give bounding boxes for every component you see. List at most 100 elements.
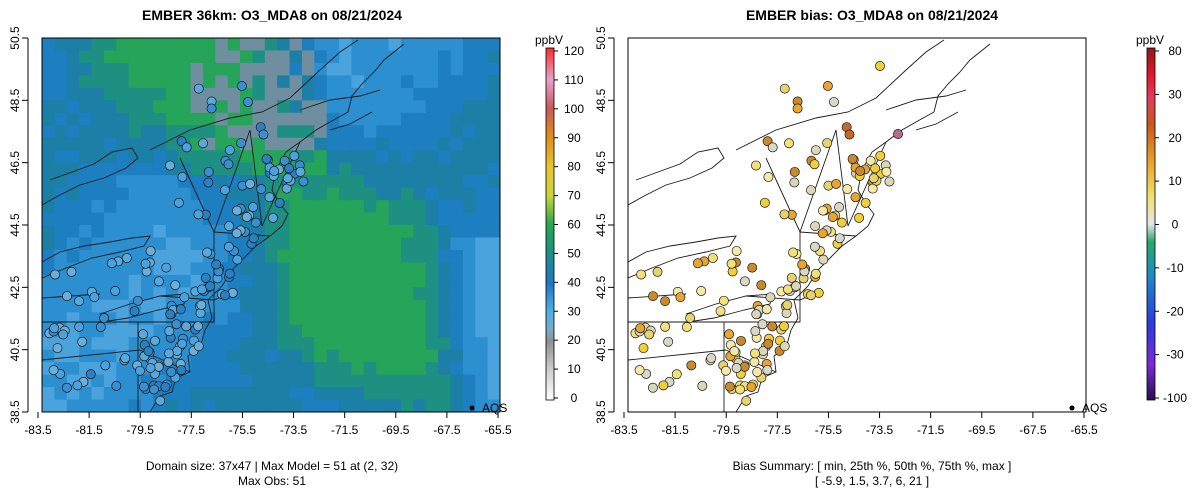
bias-site-marker [675, 292, 686, 303]
heatmap-cell [252, 38, 266, 52]
heatmap-cell [326, 362, 340, 376]
bias-site-marker [721, 365, 731, 376]
heatmap-cell [190, 374, 204, 388]
bias-panel: EMBER bias: O3_MDA8 on 08/21/2024 AQS -8… [594, 7, 1187, 488]
heatmap-cell [475, 349, 489, 363]
bias-site-marker [834, 233, 845, 244]
heatmap-cell [400, 137, 414, 151]
heatmap-cell [438, 287, 452, 301]
heatmap-cell [289, 337, 303, 351]
heatmap-cell [400, 374, 414, 388]
heatmap-cell [400, 262, 414, 276]
heatmap-cell [91, 38, 105, 52]
heatmap-cell [326, 399, 340, 412]
heatmap-cell [462, 38, 476, 52]
heatmap-cell [475, 87, 489, 101]
heatmap-cell [438, 237, 452, 251]
heatmap-cell [289, 87, 303, 101]
heatmap-cell [351, 287, 365, 301]
heatmap-cell [425, 75, 439, 89]
coastline-left [149, 43, 405, 412]
colorbar-tick-label: 0 [1172, 218, 1179, 232]
heatmap-cell [376, 287, 390, 301]
heatmap-cell [141, 200, 155, 214]
heatmap-cell [215, 38, 229, 52]
ozone-colorbar-ticks: 0 10 20 30 40 50 60 70 80 90 100 110 120 [554, 44, 584, 405]
heatmap-cell [326, 349, 340, 363]
heatmap-cell [66, 337, 80, 351]
x-tick-label: -81.5 [661, 423, 689, 437]
bias-site-marker [750, 348, 760, 359]
heatmap-cell [277, 225, 291, 239]
heatmap-cell [363, 349, 377, 363]
heatmap-cell [66, 349, 80, 363]
heatmap-cell [264, 349, 278, 363]
bias-site-marker [809, 159, 820, 170]
heatmap-cell [103, 237, 117, 251]
heatmap-cell [351, 237, 365, 251]
heatmap-cell [165, 87, 179, 101]
heatmap-cell [413, 212, 427, 226]
heatmap-cell [190, 125, 204, 139]
heatmap-cell [339, 374, 353, 388]
heatmap-cell [190, 387, 204, 401]
heatmap-cell [438, 75, 452, 89]
heatmap-cell [339, 387, 353, 401]
heatmap-cell [178, 150, 192, 164]
heatmap-cell [438, 212, 452, 226]
heatmap-cell [202, 387, 216, 401]
heatmap-cell [42, 62, 55, 76]
heatmap-cell [363, 75, 377, 89]
heatmap-cell [240, 362, 254, 376]
y-tick-label: 44.5 [8, 213, 22, 237]
y-tick-label: 44.5 [594, 213, 608, 237]
heatmap-cell [289, 324, 303, 338]
heatmap-cell [91, 337, 105, 351]
aqs-site-marker [52, 343, 63, 354]
aqs-site-marker [245, 178, 256, 189]
heatmap-cell [79, 262, 93, 276]
heatmap-cell [400, 237, 414, 251]
heatmap-cell [116, 112, 130, 126]
aqs-site-marker [74, 321, 85, 332]
heatmap-cell [103, 50, 117, 64]
aqs-site-marker [205, 281, 216, 292]
heatmap-cell [301, 87, 315, 101]
heatmap-cell [462, 75, 476, 89]
aqs-site-marker [220, 185, 230, 196]
heatmap-cell [450, 312, 464, 326]
aqs-site-marker [100, 360, 111, 371]
heatmap-cell [165, 175, 179, 189]
bias-site-marker [810, 221, 821, 232]
heatmap-cell [240, 324, 254, 338]
colorbar-tick-label: 60 [567, 218, 581, 232]
heatmap-cell [116, 362, 130, 376]
coastline-right [735, 43, 991, 412]
heatmap-cell [339, 150, 353, 164]
heatmap-cell [202, 112, 216, 126]
heatmap-cell [301, 62, 315, 76]
heatmap-cell [128, 100, 142, 114]
heatmap-cell [462, 50, 476, 64]
heatmap-cell [400, 399, 414, 412]
heatmap-cell [376, 162, 390, 176]
heatmap-cell [339, 249, 353, 263]
colorbar-tick-label: 20 [567, 333, 581, 347]
aqs-site-marker [232, 205, 242, 216]
heatmap-cell [462, 274, 476, 288]
heatmap-cell [301, 38, 315, 52]
heatmap-cell [438, 262, 452, 276]
heatmap-cell [103, 162, 117, 176]
heatmap-cell [376, 312, 390, 326]
x-tick-label: -77.5 [178, 423, 206, 437]
heatmap-cell [487, 112, 500, 126]
heatmap-cell [339, 399, 353, 412]
heatmap-cell [215, 312, 229, 326]
bias-site-marker [782, 300, 793, 310]
heatmap-cell [413, 75, 427, 89]
heatmap-cell [79, 75, 93, 89]
heatmap-cell [450, 125, 464, 139]
heatmap-cell [363, 187, 377, 201]
heatmap-cell [376, 374, 390, 388]
heatmap-cell [178, 237, 192, 251]
